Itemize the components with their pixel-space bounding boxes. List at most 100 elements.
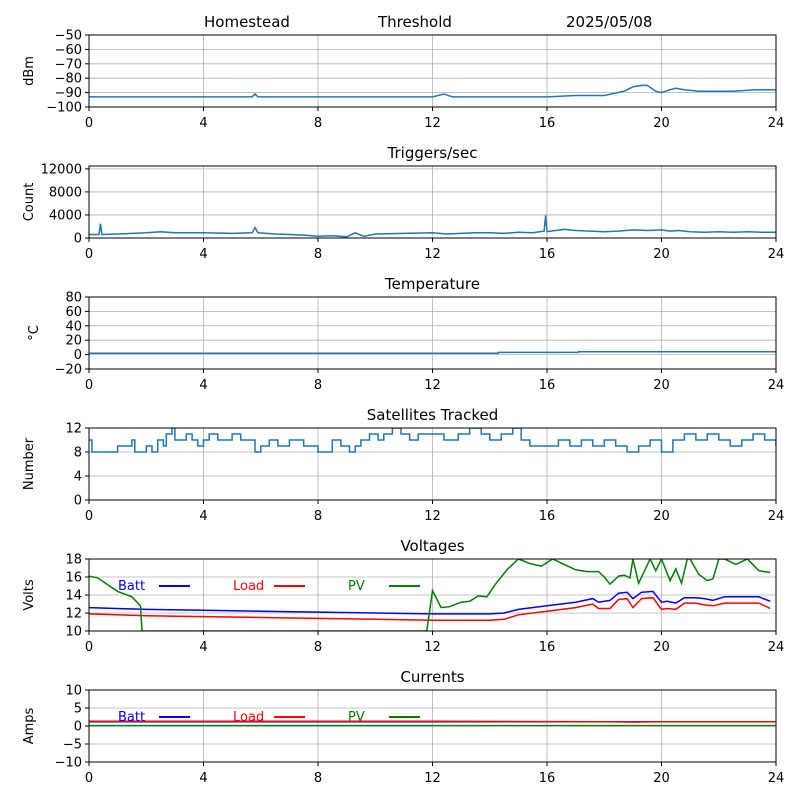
x-tick-label: 8 [314, 509, 322, 524]
x-tick-label: 16 [539, 640, 556, 655]
series-line-temperature [89, 350, 776, 354]
y-axis-label: Amps [22, 707, 37, 744]
y-tick-label: 12 [65, 422, 82, 437]
series-line-rssi [89, 84, 776, 98]
series-line-batt [89, 590, 771, 615]
header-date: 2025/05/08 [566, 13, 652, 31]
x-tick-label: 0 [85, 640, 93, 655]
legend-label-batt: Batt [118, 579, 145, 594]
legend-label-load: Load [233, 710, 264, 725]
panel-title: Satellites Tracked [367, 406, 498, 424]
panel-rssi: 0 4 8 12 16 20 24 −100−90−80−70−60−50 dBm [22, 29, 784, 132]
y-tick-label: 0 [74, 232, 82, 247]
y-axis-label: Count [22, 183, 37, 222]
panel-title: Temperature [384, 275, 480, 293]
x-tick-label: 8 [314, 378, 322, 393]
y-tick-label: 5 [74, 702, 82, 717]
x-tick-label: 24 [768, 378, 785, 393]
y-tick-label: 12000 [41, 162, 82, 177]
x-tick-label: 12 [424, 640, 441, 655]
y-tick-label: −50 [55, 29, 82, 44]
y-tick-label: −60 [55, 43, 82, 58]
y-tick-label: 4 [74, 470, 82, 485]
x-tick-label: 0 [85, 378, 93, 393]
x-tick-label: 4 [199, 247, 207, 262]
x-tick-label: 16 [539, 247, 556, 262]
y-tick-label: 0 [74, 720, 82, 735]
x-tick-label: 12 [424, 116, 441, 131]
series-line-satellites [89, 428, 776, 453]
x-tick-label: 12 [424, 771, 441, 786]
x-tick-label: 20 [653, 378, 670, 393]
x-tick-label: 12 [424, 378, 441, 393]
x-tick-label: 16 [539, 771, 556, 786]
y-tick-label: 40 [65, 319, 82, 334]
y-axis-label: dBm [22, 56, 37, 86]
y-axis-label: Volts [22, 579, 37, 611]
x-tick-label: 4 [199, 640, 207, 655]
x-tick-label: 24 [768, 640, 785, 655]
panel-currents: 0 4 8 12 16 20 24 −10 −5 0 5 10 Currents Amps Batt Load… [22, 668, 784, 786]
y-tick-label: 80 [65, 291, 82, 306]
x-tick-label: 20 [653, 509, 670, 524]
x-tick-label: 24 [768, 247, 785, 262]
legend-label-pv: PV [348, 579, 365, 594]
x-tick-label: 0 [85, 509, 93, 524]
panel-triggers: 0 4 8 12 16 20 24 0 4000 8000 12000 Triggers/sec Cou… [22, 144, 784, 262]
x-tick-label: 4 [199, 116, 207, 131]
x-tick-label: 24 [768, 509, 785, 524]
series-line-triggers [89, 215, 776, 238]
x-tick-label: 20 [653, 771, 670, 786]
y-tick-label: 8 [74, 446, 82, 461]
x-tick-label: 0 [85, 116, 93, 131]
x-tick-label: 12 [424, 509, 441, 524]
series-line-load [89, 596, 771, 621]
x-tick-label: 0 [85, 247, 93, 262]
series-line-pv [89, 559, 771, 631]
y-tick-label: 0 [74, 494, 82, 509]
legend-label-batt: Batt [118, 710, 145, 725]
x-tick-label: 24 [768, 771, 785, 786]
x-tick-label: 0 [85, 771, 93, 786]
x-tick-label: 8 [314, 771, 322, 786]
y-tick-label: 18 [65, 553, 82, 568]
y-tick-label: 60 [65, 305, 82, 320]
y-tick-label: −5 [63, 738, 82, 753]
panel-voltages: 0 4 8 12 16 20 24 10 12 14 16 18 Voltages Volts Batt Lo… [22, 537, 784, 655]
y-tick-label: 12 [65, 607, 82, 622]
legend-label-pv: PV [348, 710, 365, 725]
x-tick-label: 12 [424, 247, 441, 262]
y-tick-label: 4000 [49, 208, 82, 223]
panel-title: Triggers/sec [387, 144, 478, 162]
y-axis-label: °C [27, 325, 42, 341]
y-tick-label: 10 [65, 684, 82, 699]
y-tick-label: −100 [46, 101, 82, 116]
y-tick-label: 10 [65, 625, 82, 640]
y-tick-label: 16 [65, 571, 82, 586]
x-tick-label: 24 [768, 116, 785, 131]
x-tick-label: 20 [653, 116, 670, 131]
y-tick-label: −10 [55, 756, 82, 771]
legend-label-load: Load [233, 579, 264, 594]
header-station: Homestead [204, 13, 290, 31]
x-tick-label: 16 [539, 509, 556, 524]
x-tick-label: 8 [314, 247, 322, 262]
y-tick-label: −20 [55, 363, 82, 378]
y-tick-label: 8000 [49, 185, 82, 200]
x-tick-label: 20 [653, 640, 670, 655]
y-tick-label: 14 [65, 589, 82, 604]
y-tick-label: 20 [65, 334, 82, 349]
y-axis-label: Number [22, 437, 37, 490]
panel-title: Voltages [400, 537, 464, 555]
x-tick-label: 4 [199, 771, 207, 786]
panel-satellites: 0 4 8 12 16 20 24 0 4 8 12 Satellites Tracked Number [22, 406, 784, 524]
y-tick-label: −80 [55, 72, 82, 87]
x-tick-label: 4 [199, 509, 207, 524]
x-tick-label: 8 [314, 640, 322, 655]
x-tick-label: 16 [539, 116, 556, 131]
x-tick-label: 4 [199, 378, 207, 393]
y-tick-label: −90 [55, 86, 82, 101]
x-tick-label: 16 [539, 378, 556, 393]
x-tick-label: 8 [314, 116, 322, 131]
